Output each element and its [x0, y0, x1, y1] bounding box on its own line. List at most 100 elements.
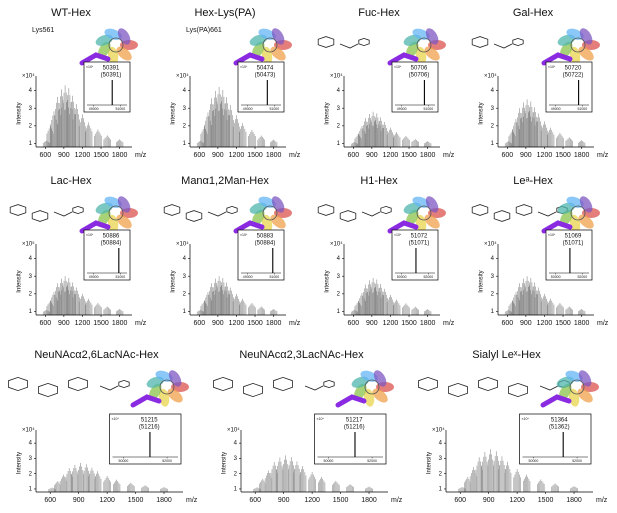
x-axis-label: m/z — [597, 152, 609, 159]
panel-title: Leᵃ-Hex — [513, 175, 553, 187]
x-axis-label: m/z — [391, 497, 403, 504]
sugar-ring — [38, 382, 58, 398]
y-axis-label: Intensity — [222, 452, 228, 474]
x-tick-label: 900 — [212, 152, 224, 159]
protein-strand — [541, 220, 573, 234]
x-axis-label: m/z — [443, 152, 455, 159]
panel-title: Gal-Hex — [513, 7, 554, 19]
x-tick-label: 1200 — [75, 320, 91, 327]
y-tick-label: 1 — [439, 487, 443, 493]
x-tick-label: 1800 — [156, 497, 172, 504]
sugar-ring — [31, 210, 49, 222]
x-tick-label: 1500 — [401, 320, 417, 327]
protein-helix — [412, 196, 430, 208]
x-tick-label: 1800 — [266, 320, 282, 327]
linker — [99, 385, 119, 391]
y-tick-label: 1 — [183, 141, 187, 147]
protein-strand — [130, 394, 162, 408]
inset-x-tick-label: 50000 — [551, 275, 561, 279]
inset-expected-label: (50722) — [563, 73, 584, 79]
inset-peak-label: 50474 — [257, 66, 274, 72]
y-scale-label: ×10⁴ — [484, 73, 497, 80]
y-tick-label: 4 — [29, 441, 33, 447]
panel-title: Lac-Hex — [51, 175, 92, 187]
y-scale-label: ×10⁴ — [330, 241, 343, 248]
residue-label: Lys(PA)661 — [186, 27, 222, 34]
inset-frame — [391, 61, 439, 113]
protein-core — [262, 37, 278, 53]
inset-frame — [545, 229, 593, 281]
x-axis-label: m/z — [135, 320, 147, 327]
protein-core — [108, 205, 124, 221]
y-tick-label: 1 — [29, 487, 33, 493]
y-tick-label: 3 — [491, 274, 495, 280]
protein-helix — [261, 214, 273, 233]
panel-title: Sialyl Leˣ-Hex — [472, 349, 541, 361]
inset-peak-label: 51217 — [346, 418, 363, 424]
y-tick-label: 1 — [491, 309, 495, 315]
x-axis-label: m/z — [596, 497, 608, 504]
inset-scale-label: ×10⁴ — [548, 65, 556, 69]
x-tick-label: 1500 — [247, 152, 263, 159]
protein-core — [108, 37, 124, 53]
inset-x-tick-label: 49000 — [89, 275, 99, 279]
triazole — [72, 205, 84, 215]
protein-helix — [258, 28, 276, 40]
x-axis-label: m/z — [289, 152, 301, 159]
x-tick-label: 1200 — [229, 152, 245, 159]
inset-expected-label: (50473) — [255, 73, 276, 79]
inset-x-tick-label: 52000 — [577, 275, 587, 279]
sugar-ring — [471, 204, 489, 216]
linker — [361, 211, 381, 217]
protein-strand — [387, 52, 419, 66]
x-tick-label: 1500 — [93, 152, 109, 159]
x-tick-label: 1500 — [555, 320, 571, 327]
inset-scale-label: ×10⁴ — [522, 417, 530, 421]
triazole — [118, 379, 130, 389]
x-axis-label: m/z — [289, 320, 301, 327]
x-tick-label: 600 — [454, 497, 466, 504]
x-tick-label: 1800 — [574, 320, 590, 327]
protein-strand — [541, 52, 573, 66]
protein-helix — [566, 28, 584, 40]
x-tick-label: 600 — [44, 497, 56, 504]
x-tick-label: 1200 — [304, 497, 320, 504]
inset-x-tick-label: 50000 — [529, 459, 539, 463]
x-tick-label: 1500 — [538, 497, 554, 504]
x-tick-label: 600 — [193, 152, 205, 159]
x-tick-label: 1800 — [112, 152, 128, 159]
y-scale-label: ×10⁴ — [176, 73, 189, 80]
sugar-ring — [68, 376, 88, 392]
inset-x-tick-label: 49000 — [243, 275, 253, 279]
protein-helix — [155, 370, 173, 382]
inset-scale-label: ×10⁴ — [317, 417, 325, 421]
x-tick-label: 1800 — [266, 152, 282, 159]
x-axis-label: m/z — [135, 152, 147, 159]
sugar-ring — [163, 204, 181, 216]
y-tick-label: 1 — [183, 309, 187, 315]
x-tick-label: 600 — [347, 320, 359, 327]
inset-x-tick-label: 49000 — [89, 107, 99, 111]
inset-frame — [83, 229, 131, 281]
protein-strand — [79, 220, 111, 234]
protein-helix — [258, 196, 276, 208]
sugar-ring — [213, 376, 233, 392]
inset-x-tick-label: 50000 — [119, 459, 129, 463]
x-tick-label: 1200 — [383, 152, 399, 159]
y-tick-label: 2 — [183, 123, 187, 129]
linker — [539, 385, 559, 391]
y-axis-label: Intensity — [427, 452, 433, 474]
protein-helix — [158, 388, 170, 407]
protein-core — [570, 205, 586, 221]
y-scale-label: ×10⁴ — [22, 427, 35, 434]
y-tick-label: 4 — [337, 88, 341, 94]
inset-peak-label: 51215 — [141, 418, 158, 424]
x-tick-label: 1500 — [555, 152, 571, 159]
residue-label: Lys561 — [32, 27, 54, 34]
y-tick-label: 4 — [29, 256, 33, 262]
protein-helix — [415, 214, 427, 233]
y-axis-label: Intensity — [17, 452, 23, 474]
y-axis-label: Intensity — [17, 270, 23, 292]
x-tick-label: 900 — [520, 320, 532, 327]
protein-helix — [569, 214, 581, 233]
